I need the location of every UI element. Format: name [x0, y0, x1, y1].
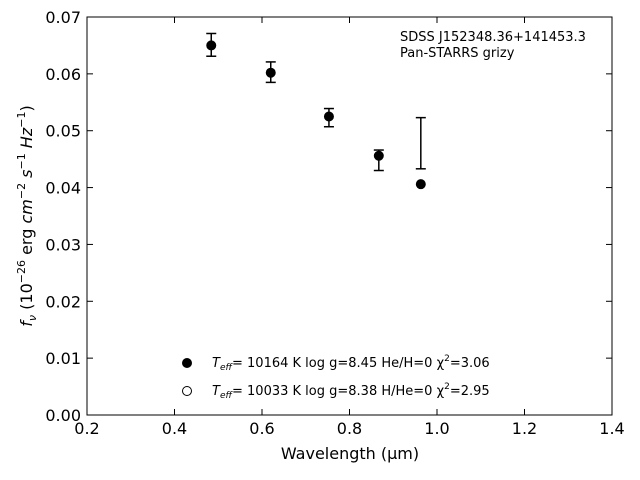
- legend: Teff= 10164 K log g=8.45 He/H=0 χ2=3.06 …: [182, 354, 490, 401]
- x-axis-label: Wavelength (μm): [281, 444, 419, 463]
- x-tick-label: 0.6: [249, 419, 274, 438]
- x-tick-label: 0.4: [162, 419, 187, 438]
- y-tick-label: 0.02: [45, 292, 81, 311]
- annotation-line-1: SDSS J152348.36+141453.3: [400, 30, 586, 45]
- legend-label-1: Teff= 10164 K log g=8.45 He/H=0 χ2=3.06: [212, 354, 490, 373]
- x-tick-label: 1.4: [599, 419, 624, 438]
- x-tick-label: 1.2: [512, 419, 537, 438]
- y-tick-label: 0.06: [45, 65, 81, 84]
- model-point-filled: [373, 150, 384, 161]
- data-points: [206, 40, 426, 190]
- plot-frame: [86, 16, 613, 416]
- model-point-filled: [265, 67, 276, 78]
- legend-marker-open: [182, 386, 192, 396]
- y-tick-labels: 0.00 0.01 0.02 0.03 0.04 0.05 0.06 0.07: [45, 8, 81, 425]
- y-axis-label: fν (10−26 erg cm−2 s−1 Hz−1): [15, 105, 39, 326]
- x-tick-label: 0.2: [74, 419, 99, 438]
- y-tick-label: 0.04: [45, 179, 81, 198]
- legend-label-2: Teff= 10033 K log g=8.38 H/He=0 χ2=2.95: [212, 382, 490, 401]
- x-tick-label: 0.8: [337, 419, 362, 438]
- model-point-filled: [415, 179, 426, 190]
- y-tick-label: 0.03: [45, 235, 81, 254]
- legend-marker-filled: [182, 358, 192, 368]
- x-tick-label: 1.0: [424, 419, 449, 438]
- error-bars: [206, 32, 426, 172]
- y-tick-label: 0.05: [45, 122, 81, 141]
- x-tick-labels: 0.2 0.4 0.6 0.8 1.0 1.2 1.4: [74, 419, 624, 438]
- model-point-filled: [323, 111, 334, 122]
- y-tick-label: 0.01: [45, 349, 81, 368]
- annotation-line-2: Pan-STARRS grizy: [400, 46, 515, 61]
- y-tick-label: 0.00: [45, 406, 81, 425]
- y-tick-label: 0.07: [45, 8, 81, 27]
- model-point-filled: [206, 40, 217, 51]
